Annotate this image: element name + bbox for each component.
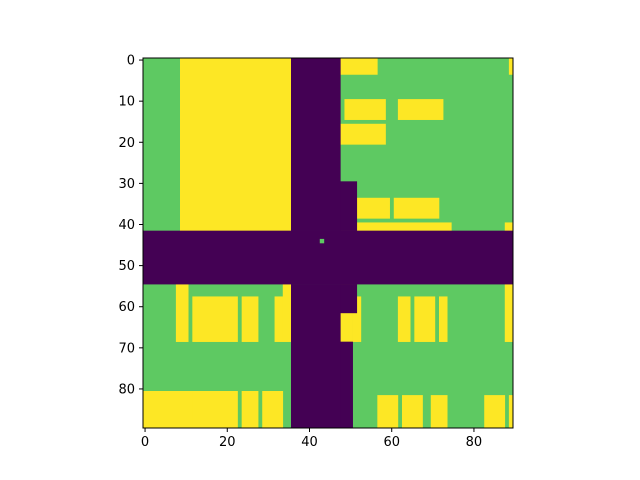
heatmap-cell-block xyxy=(340,284,358,314)
heatmap-cell-block xyxy=(439,296,448,342)
x-tick-label: 60 xyxy=(383,435,400,450)
y-axis: 0 10 20 30 40 50 60 70 80 xyxy=(118,54,143,397)
x-tick-label: 40 xyxy=(301,435,318,450)
x-tick-label: 80 xyxy=(466,435,483,450)
heatmap-cell-block xyxy=(319,238,325,244)
heatmap-cell-block xyxy=(143,230,514,285)
heatmap-cell-block xyxy=(352,296,362,342)
y-tick-label: 20 xyxy=(118,136,135,151)
heatmap-cell-block xyxy=(175,284,189,342)
heatmap-cell-block xyxy=(291,284,341,429)
heatmap-cell-block xyxy=(397,296,411,342)
heatmap-cell-block xyxy=(344,99,386,120)
heatmap-cell-block xyxy=(262,391,284,429)
heatmap-cell-block xyxy=(143,391,193,429)
x-tick-label: 0 xyxy=(141,435,149,450)
heatmap-cell-block xyxy=(402,395,423,429)
x-axis: 0 20 40 60 80 xyxy=(141,428,482,450)
heatmap-cell-block xyxy=(274,296,284,342)
heatmap-cell-block xyxy=(340,58,378,75)
y-tick-label: 40 xyxy=(118,218,135,233)
heatmap-cell-block xyxy=(340,222,452,231)
axes-border xyxy=(142,57,514,429)
heatmap-cell-block xyxy=(217,296,238,342)
y-tick-label: 50 xyxy=(118,259,135,274)
y-tick-label: 10 xyxy=(118,95,135,110)
y-tick-label: 30 xyxy=(118,177,135,192)
heatmap-cell-block xyxy=(393,197,440,219)
y-tick-label: 60 xyxy=(118,300,135,315)
heatmap-cell-block xyxy=(192,391,218,429)
plot-area xyxy=(143,58,514,429)
x-tick-label: 20 xyxy=(219,435,236,450)
heatmap-cell-block xyxy=(241,296,259,342)
heatmap-cell-block xyxy=(397,99,444,120)
heatmap-cell-block xyxy=(180,58,292,231)
heatmap-cell-block xyxy=(504,222,514,231)
heatmap-cell-block xyxy=(414,296,436,342)
y-tick-label: 80 xyxy=(118,382,135,397)
heatmap-cell-block xyxy=(484,395,506,429)
heatmap-cell-block xyxy=(508,58,514,75)
heatmap-cell-block xyxy=(340,123,386,145)
heatmap-cell-block xyxy=(340,181,358,231)
heatmap-cell-block xyxy=(508,395,514,429)
heatmap-cell-block xyxy=(282,284,292,342)
heatmap-cell-block xyxy=(192,296,218,342)
heatmap-cell-block xyxy=(217,391,238,429)
heatmap-cell-block xyxy=(377,395,399,429)
y-tick-label: 70 xyxy=(118,341,135,356)
y-tick-label: 0 xyxy=(127,54,135,69)
heatmap-cell-block xyxy=(430,395,448,429)
heatmap-cell-block xyxy=(340,341,353,429)
axes-frame xyxy=(142,57,514,429)
heatmap-cell-block xyxy=(241,391,259,429)
heatmap-cell-block xyxy=(291,58,341,231)
heatmap-cell-block xyxy=(504,284,514,342)
